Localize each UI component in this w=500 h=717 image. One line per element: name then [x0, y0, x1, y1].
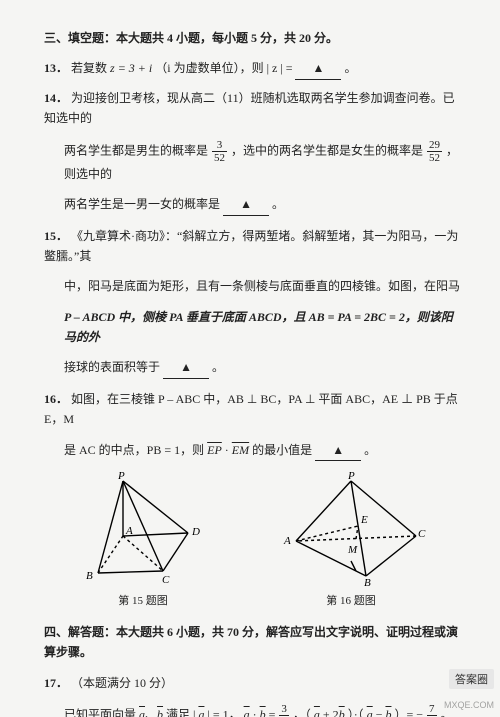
section3-heading: 三、填空题：本大题共 4 小题，每小题 5 分，共 20 分。 — [44, 28, 460, 48]
q17-rp: ）·（ — [345, 708, 367, 717]
q16-line2a: 是 AC 的中点，PB = 1，则 — [64, 443, 207, 457]
f16-A: A — [283, 535, 291, 547]
f16-B: B — [364, 577, 371, 586]
f15-P: P — [117, 471, 125, 482]
q17-b2: b — [260, 708, 266, 717]
figures-row: P A B C D 第 15 题图 — [44, 471, 460, 608]
q17-line1a: 已知平面向量 — [64, 708, 139, 717]
q14-line3: 两名学生是一男一女的概率是 — [64, 197, 220, 211]
f15-D: D — [191, 526, 200, 538]
question-15: 15． 《九章算术·商功》：“斜解立方，得两堑堵。斜解堑堵，其一为阳马，一为鳖臑… — [44, 226, 460, 379]
q14-line2a: 两名学生都是男生的概率是 — [64, 143, 211, 157]
q15-line1: 《九章算术·商功》：“斜解立方，得两堑堵。斜解堑堵，其一为阳马，一为鳖臑。”其 — [44, 229, 458, 263]
q16-vec1: EP — [207, 443, 222, 457]
q16-line2b: 的最小值是 — [252, 443, 312, 457]
f15-A: A — [125, 525, 133, 537]
q17-line1b: 满足 | — [166, 708, 198, 717]
q13-text-a: 若复数 — [71, 61, 110, 75]
question-17: 17． （本题满分 10 分） 已知平面向量 a、b 满足 | a | = 1，… — [44, 673, 460, 717]
q14-num: 14． — [44, 91, 68, 105]
section4-heading: 四、解答题：本大题共 6 小题，共 70 分，解答应写出文字说明、证明过程或演算… — [44, 622, 460, 663]
q14-blank: ▲ — [223, 194, 269, 215]
f16-C: C — [418, 528, 426, 540]
f15-B: B — [86, 570, 93, 582]
q16-tail: 。 — [364, 443, 376, 457]
question-14: 14． 为迎接创卫考核，现从高二（11）班随机选取两名学生参加调查问卷。已知选中… — [44, 88, 460, 216]
q17-head: （本题满分 10 分） — [71, 676, 173, 690]
question-16: 16． 如图，在三棱锥 P – ABC 中，AB ⊥ BC，PA ⊥ 平面 AB… — [44, 389, 460, 461]
f16-E: E — [360, 514, 368, 526]
q17-frac2: 72 — [427, 703, 437, 717]
q17-num: 17． — [44, 676, 68, 690]
q15-line3: P – ABCD 中，侧棱 PA 垂直于底面 ABCD，且 AB = PA = … — [64, 310, 453, 344]
q13-tail: 。 — [344, 61, 356, 75]
q17-dot1: · — [250, 708, 260, 717]
question-13: 13． 若复数 z = 3 + i （i 为虚数单位），则 | z | = ▲ … — [44, 58, 460, 79]
q15-line2: 中，阳马是底面为矩形，且有一条侧棱与底面垂直的四棱锥。如图，在阳马 — [44, 276, 460, 296]
watermark-text: MXQE.COM — [444, 700, 494, 711]
q17-a1: a — [139, 708, 145, 717]
q15-line4: 接球的表面积等于 — [64, 360, 160, 374]
f15-C: C — [162, 574, 170, 586]
q14-line1: 为迎接创卫考核，现从高二（11）班随机选取两名学生参加调查问卷。已知选中的 — [44, 91, 455, 125]
q13-expr: z = 3 + i — [110, 61, 152, 75]
watermark-box: 答案圈 — [449, 669, 494, 689]
figure-15: P A B C D 第 15 题图 — [78, 471, 208, 608]
q17-frac1: 32 — [279, 703, 289, 717]
figure-16-caption: 第 16 题图 — [276, 592, 426, 608]
q17-minus: − — [373, 708, 386, 717]
q14-line2b: ，选中的两名学生都是女生的概率是 — [231, 143, 426, 157]
q15-tail: 。 — [212, 360, 224, 374]
f16-P: P — [347, 471, 355, 482]
q17-plus: + 2 — [320, 708, 339, 717]
q17-rp2: ）= − — [391, 708, 426, 717]
q16-line1: 如图，在三棱锥 P – ABC 中，AB ⊥ BC，PA ⊥ 平面 ABC，AE… — [44, 392, 458, 426]
q17-line1c: | = 1， — [204, 708, 243, 717]
page: 三、填空题：本大题共 4 小题，每小题 5 分，共 20 分。 13． 若复数 … — [0, 0, 500, 717]
q17-line1d: ，（ — [293, 708, 314, 717]
q16-blank: ▲ — [315, 440, 361, 461]
q16-num: 16． — [44, 392, 68, 406]
q13-blank: ▲ — [295, 58, 341, 79]
q13-num: 13． — [44, 61, 68, 75]
q14-frac2: 2952 — [427, 139, 442, 164]
q16-vec2: EM — [232, 443, 249, 457]
q16-dot: · — [225, 443, 232, 457]
f16-M: M — [347, 544, 358, 556]
q14-tail: 。 — [272, 197, 284, 211]
figure-15-svg: P A B C D — [78, 471, 208, 586]
q17-b1: b — [157, 708, 163, 717]
q15-blank: ▲ — [163, 357, 209, 378]
q17-eq1: = — [269, 708, 279, 717]
q14-frac1: 352 — [212, 139, 227, 164]
q15-num: 15． — [44, 229, 68, 243]
figure-16: P A B C E M 第 16 题图 — [276, 471, 426, 608]
figure-15-caption: 第 15 题图 — [78, 592, 208, 608]
figure-16-svg: P A B C E M — [276, 471, 426, 586]
q13-text-b: （i 为虚数单位），则 | z | = — [155, 61, 292, 75]
